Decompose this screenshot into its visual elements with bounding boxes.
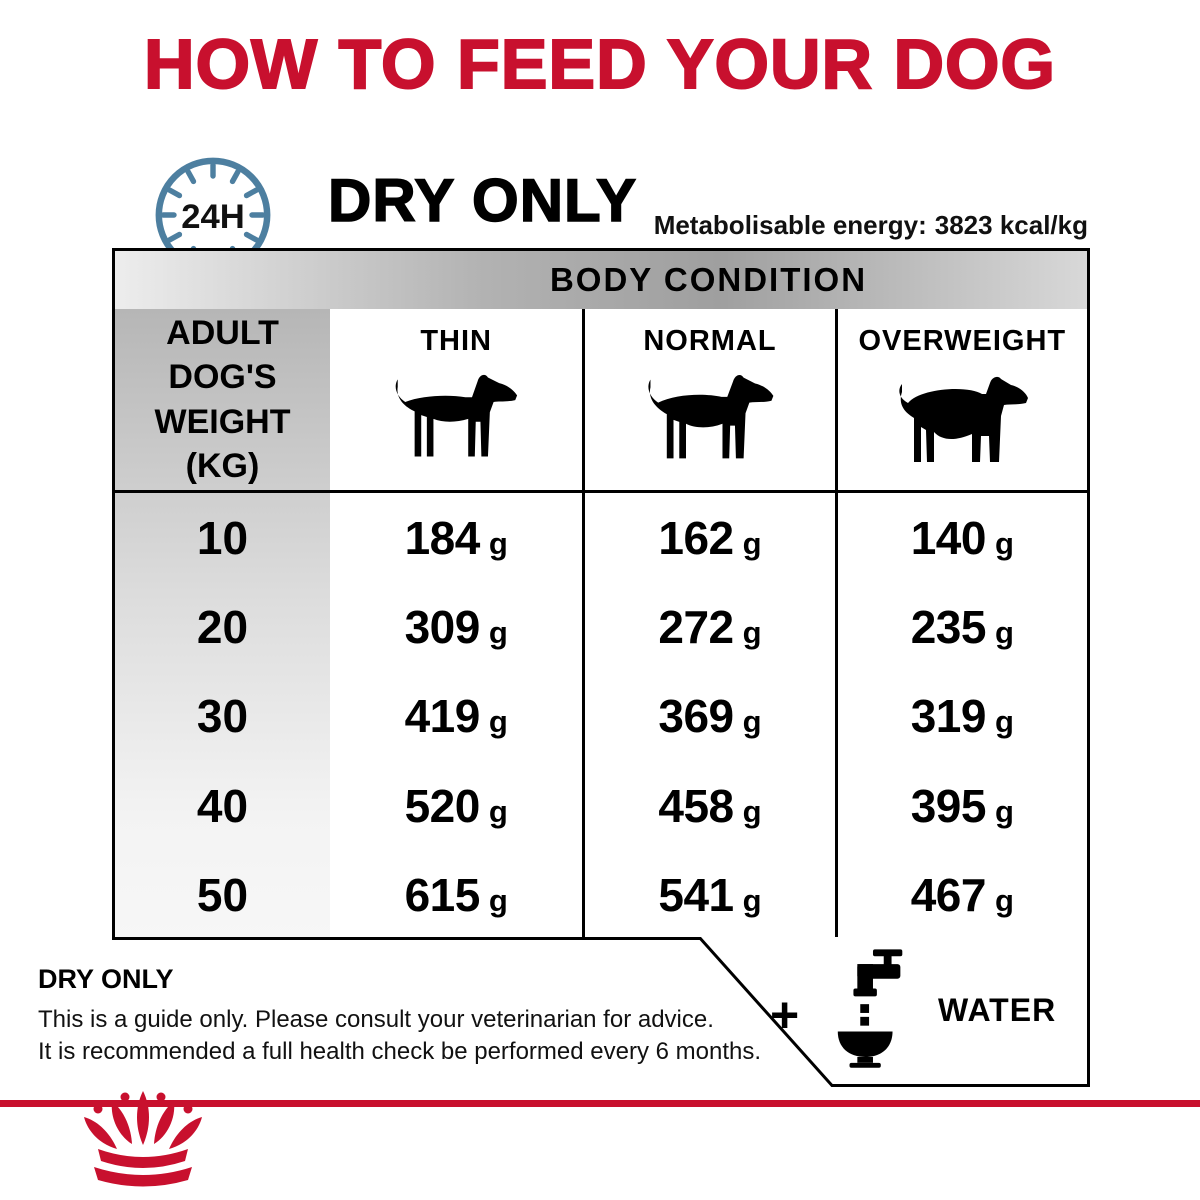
clock-label: 24H — [181, 198, 245, 236]
weight-cell: 20 — [196, 601, 249, 654]
weight-cell: 10 — [196, 511, 249, 564]
footnote-line-1: This is a guide only. Please consult you… — [38, 1006, 714, 1033]
ration-value: 520 g — [404, 779, 508, 832]
dry-only-footnote-heading: DRY ONLY — [38, 964, 174, 994]
ration-value: 369 g — [582, 671, 834, 762]
energy-label: Metabolisable energy: — [653, 210, 927, 240]
ration-value: 162 g — [582, 493, 834, 583]
dry-only-heading: DRY ONLY — [327, 166, 638, 235]
feeding-table-body: ADULT DOG'S WEIGHT (KG) THIN NORMAL OVER… — [115, 309, 1087, 940]
thin-label: THIN — [420, 325, 492, 357]
column-header-overweight: OVERWEIGHT — [834, 309, 1087, 493]
ration-value: 184 g — [404, 511, 508, 564]
water-label: WATER — [938, 992, 1057, 1028]
footnote-line-2: It is recommended a full health check be… — [38, 1038, 762, 1065]
feeding-table: BODY CONDITION ADULT DOG'S WEIGHT (KG) T… — [112, 248, 1090, 940]
ration-value: 615 g — [404, 869, 508, 922]
ration-value: 272 g — [582, 582, 834, 672]
ration-value: 458 g — [582, 761, 834, 851]
ration-value: 140 g — [834, 493, 1087, 583]
column-header-thin: THIN — [330, 309, 583, 493]
weight-column-header: ADULT DOG'S WEIGHT (KG) — [115, 309, 330, 493]
page-title: HOW TO FEED YOUR DOG — [143, 24, 1056, 104]
ration-value: 395 g — [834, 761, 1087, 851]
energy-value: 3823 kcal/kg — [934, 210, 1088, 240]
dog-overweight-icon — [899, 376, 1029, 462]
ration-value: 309 g — [404, 601, 508, 654]
weight-cell: 40 — [196, 779, 249, 832]
body-condition-label: BODY CONDITION — [549, 261, 868, 298]
ration-value: 319 g — [834, 671, 1087, 762]
ration-value: 419 g — [404, 690, 508, 743]
weight-cell: 50 — [196, 869, 249, 922]
ration-value: 541 g — [582, 850, 834, 940]
normal-label: NORMAL — [643, 325, 777, 357]
overweight-label: OVERWEIGHT — [858, 325, 1067, 357]
dog-thin-icon — [395, 374, 518, 457]
ration-value: 235 g — [834, 582, 1087, 672]
water-tap-bowl-icon — [828, 944, 916, 1078]
brand-red-line — [0, 1100, 1200, 1107]
body-condition-header: BODY CONDITION — [115, 251, 1087, 309]
ration-value: 467 g — [834, 850, 1087, 940]
plus-sign: + — [770, 987, 800, 1043]
water-pocket — [697, 937, 1090, 1087]
weight-cell: 30 — [196, 690, 249, 743]
column-header-normal: NORMAL — [582, 309, 835, 493]
royal-canin-crown-logo — [68, 1086, 218, 1196]
table-bottom-border — [115, 937, 700, 940]
dog-normal-icon — [648, 375, 774, 459]
metabolisable-energy: Metabolisable energy: 3823 kcal/kg — [654, 210, 1088, 241]
